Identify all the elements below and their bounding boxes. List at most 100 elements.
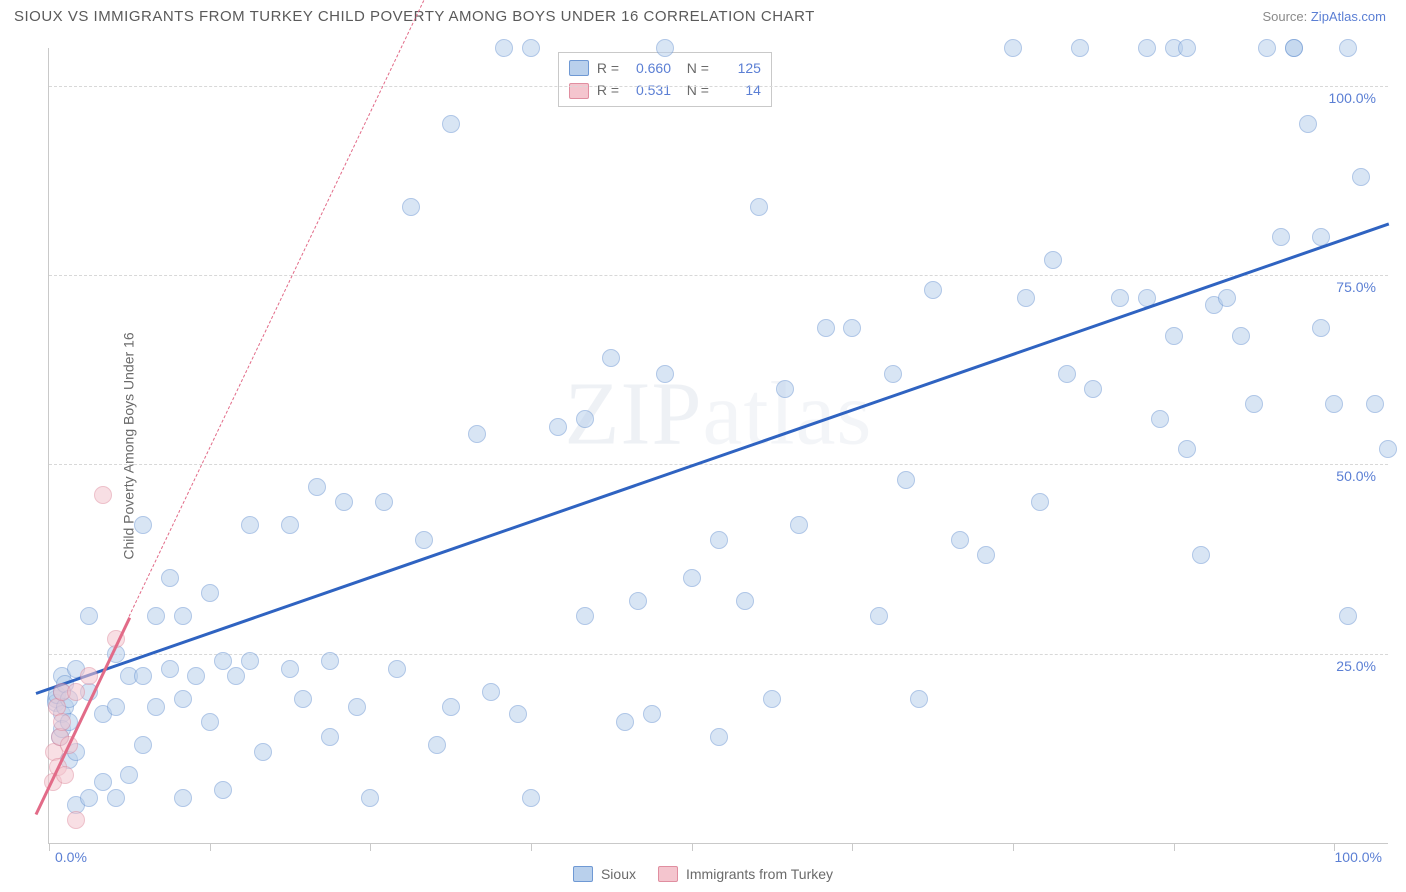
data-point <box>201 584 219 602</box>
data-point <box>736 592 754 610</box>
data-point <box>1058 365 1076 383</box>
x-tick <box>531 843 532 851</box>
series-label-sioux: Sioux <box>601 866 636 882</box>
gridline <box>49 275 1388 276</box>
data-point <box>442 115 460 133</box>
data-point <box>241 516 259 534</box>
x-tick <box>852 843 853 851</box>
data-point <box>1272 228 1290 246</box>
scatter-chart: ZIPatlas Child Poverty Among Boys Under … <box>48 48 1388 844</box>
series-chip-sioux <box>573 866 593 882</box>
data-point <box>495 39 513 57</box>
data-point <box>335 493 353 511</box>
data-point <box>656 365 674 383</box>
x-axis-max-label: 100.0% <box>1335 849 1382 865</box>
correlation-legend: R = 0.660 N = 125 R = 0.531 N = 14 <box>558 52 772 107</box>
data-point <box>710 531 728 549</box>
x-tick <box>49 843 50 851</box>
legend-r-label: R = <box>597 57 619 79</box>
data-point <box>281 660 299 678</box>
x-tick <box>1013 843 1014 851</box>
data-point <box>174 789 192 807</box>
legend-row-turkey: R = 0.531 N = 14 <box>569 79 761 101</box>
data-point <box>1044 251 1062 269</box>
data-point <box>415 531 433 549</box>
series-item-sioux: Sioux <box>573 866 636 882</box>
data-point <box>776 380 794 398</box>
data-point <box>375 493 393 511</box>
legend-r-sioux: 0.660 <box>627 57 671 79</box>
data-point <box>924 281 942 299</box>
data-point <box>174 690 192 708</box>
data-point <box>549 418 567 436</box>
series-chip-turkey <box>658 866 678 882</box>
data-point <box>1031 493 1049 511</box>
data-point <box>1111 289 1129 307</box>
data-point <box>147 607 165 625</box>
data-point <box>1178 39 1196 57</box>
source-attribution: Source: ZipAtlas.com <box>1262 9 1386 24</box>
data-point <box>522 789 540 807</box>
data-point <box>1339 607 1357 625</box>
data-point <box>656 39 674 57</box>
data-point <box>1138 39 1156 57</box>
x-tick <box>692 843 693 851</box>
data-point <box>1339 39 1357 57</box>
legend-r-turkey: 0.531 <box>627 79 671 101</box>
data-point <box>107 789 125 807</box>
data-point <box>254 743 272 761</box>
y-tick-label: 25.0% <box>1336 658 1376 674</box>
source-link[interactable]: ZipAtlas.com <box>1311 9 1386 24</box>
data-point <box>361 789 379 807</box>
data-point <box>910 690 928 708</box>
data-point <box>308 478 326 496</box>
x-tick <box>370 843 371 851</box>
data-point <box>348 698 366 716</box>
data-point <box>1245 395 1263 413</box>
data-point <box>402 198 420 216</box>
data-point <box>1325 395 1343 413</box>
data-point <box>884 365 902 383</box>
y-tick-label: 50.0% <box>1336 468 1376 484</box>
data-point <box>241 652 259 670</box>
y-tick-label: 100.0% <box>1329 90 1376 106</box>
data-point <box>227 667 245 685</box>
data-point <box>53 713 71 731</box>
legend-row-sioux: R = 0.660 N = 125 <box>569 57 761 79</box>
data-point <box>428 736 446 754</box>
data-point <box>214 652 232 670</box>
data-point <box>843 319 861 337</box>
gridline <box>49 464 1388 465</box>
data-point <box>509 705 527 723</box>
data-point <box>683 569 701 587</box>
trend-line <box>34 617 130 815</box>
gridline <box>49 86 1388 87</box>
data-point <box>201 713 219 731</box>
data-point <box>1178 440 1196 458</box>
data-point <box>161 569 179 587</box>
data-point <box>870 607 888 625</box>
data-point <box>817 319 835 337</box>
data-point <box>951 531 969 549</box>
data-point <box>1299 115 1317 133</box>
data-point <box>643 705 661 723</box>
legend-r-label: R = <box>597 79 619 101</box>
source-prefix: Source: <box>1262 9 1310 24</box>
data-point <box>388 660 406 678</box>
data-point <box>442 698 460 716</box>
data-point <box>1258 39 1276 57</box>
legend-chip-sioux <box>569 60 589 76</box>
data-point <box>80 667 98 685</box>
data-point <box>1218 289 1236 307</box>
data-point <box>750 198 768 216</box>
data-point <box>897 471 915 489</box>
data-point <box>187 667 205 685</box>
watermark: ZIPatlas <box>565 362 873 465</box>
data-point <box>134 736 152 754</box>
legend-n-turkey: 14 <box>717 79 761 101</box>
legend-n-sioux: 125 <box>717 57 761 79</box>
data-point <box>161 660 179 678</box>
x-tick <box>210 843 211 851</box>
data-point <box>174 607 192 625</box>
data-point <box>1352 168 1370 186</box>
